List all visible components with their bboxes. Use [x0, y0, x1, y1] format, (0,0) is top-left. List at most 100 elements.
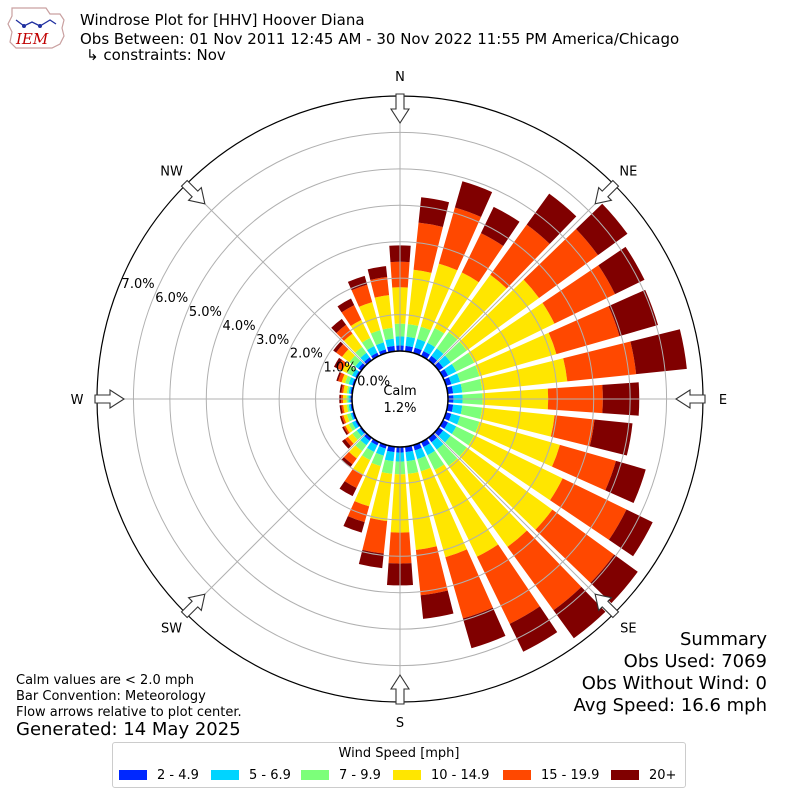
bar-340deg-bin5 — [351, 284, 373, 307]
bar-100deg-bin5 — [550, 415, 595, 447]
compass-label-sw: SW — [161, 621, 182, 636]
bar-40deg-bin5 — [490, 224, 550, 289]
bar-30deg-bin3 — [427, 328, 445, 348]
bar-20deg-bin2 — [414, 338, 426, 351]
bar-60deg-bin2 — [444, 364, 457, 376]
bar-230deg-bin5 — [344, 436, 354, 447]
bar-230deg-bin4 — [347, 433, 358, 444]
bar-330deg-bin2 — [367, 346, 378, 357]
bar-350deg-bin6 — [367, 266, 388, 280]
compass-label-w: W — [71, 393, 84, 408]
bar-250deg-bin5 — [341, 415, 347, 424]
bar-190deg-bin4 — [370, 472, 393, 522]
bar-20deg-bin6 — [454, 181, 493, 218]
legend-swatch — [211, 770, 239, 780]
bar-200deg-bin4 — [354, 462, 381, 507]
bar-70deg-bin3 — [457, 365, 480, 382]
radial-tick-label: 5.0% — [189, 305, 222, 320]
bar-250deg-bin6 — [339, 415, 345, 425]
legend-label: 15 - 19.9 — [541, 768, 600, 783]
chart-constraints: ↳ constraints: Nov — [86, 46, 226, 64]
compass-label-e: E — [719, 393, 727, 408]
bar-260deg-bin6 — [339, 405, 343, 414]
summary-obs-without-wind: Obs Without Wind: 0 — [581, 673, 767, 694]
bar-80deg-bin5 — [563, 341, 637, 382]
calm-value: 1.2% — [383, 401, 416, 416]
bar-210deg-bin2 — [367, 441, 378, 452]
compass-label-nw: NW — [160, 165, 183, 180]
bar-110deg-bin6 — [605, 460, 646, 503]
bar-260deg-bin4 — [343, 404, 349, 413]
bar-250deg-bin3 — [346, 413, 353, 422]
bar-320deg-bin2 — [360, 352, 370, 362]
compass-labels: N NE E SE S SW W NW — [71, 70, 728, 731]
bar-220deg-bin1 — [364, 433, 372, 441]
bar-40deg-bin3 — [436, 332, 458, 354]
legend-item: 15 - 19.9 — [503, 768, 599, 783]
bar-70deg-bin5 — [548, 306, 620, 355]
bar-200deg-bin6 — [343, 516, 365, 533]
bar-70deg-bin4 — [475, 332, 557, 377]
bar-160deg-bin2 — [414, 447, 426, 460]
bar-280deg-bin4 — [343, 385, 349, 394]
radial-tick-labels: 0.0%1.0%2.0%3.0%4.0%5.0%6.0%7.0% — [122, 277, 391, 390]
radial-tick-label: 7.0% — [122, 277, 155, 292]
bar-50deg-bin6 — [576, 203, 628, 256]
bar-140deg-bin5 — [507, 530, 582, 611]
bar-130deg-bin5 — [535, 509, 615, 583]
bar-170deg-bin3 — [406, 459, 419, 474]
flow-arrow-n — [389, 93, 411, 125]
bar-300deg-bin5 — [337, 359, 347, 371]
bar-340deg-bin1 — [378, 349, 387, 356]
bar-260deg-bin2 — [348, 404, 352, 412]
bar-50deg-bin5 — [523, 229, 598, 298]
flow-arrow-ne — [594, 179, 620, 205]
summary-obs-used: Obs Used: 7069 — [623, 651, 767, 672]
bar-340deg-bin4 — [358, 302, 381, 334]
calm-ring — [351, 350, 449, 448]
summary-avg-speed: Avg Speed: 16.6 mph — [573, 695, 767, 716]
bar-310deg-bin5 — [336, 344, 349, 357]
bar-110deg-bin4 — [475, 421, 560, 467]
legend-title: Wind Speed [mph] — [338, 746, 460, 761]
bar-100deg-bin6 — [589, 419, 633, 456]
bar-240deg-bin6 — [342, 426, 349, 436]
bar-140deg-bin1 — [428, 433, 438, 443]
bar-230deg-bin3 — [352, 430, 362, 440]
bar-20deg-bin3 — [417, 326, 431, 342]
bar-220deg-bin6 — [341, 457, 353, 468]
radial-tick-label: 6.0% — [155, 291, 188, 306]
bar-100deg-bin4 — [480, 407, 555, 437]
note-calm: Calm values are < 2.0 mph — [16, 673, 195, 688]
bar-350deg-bin4 — [374, 295, 393, 330]
bar-50deg-bin4 — [459, 279, 540, 351]
bar-110deg-bin2 — [448, 413, 461, 425]
legend-label: 5 - 6.9 — [249, 768, 291, 783]
bar-50deg-bin3 — [445, 341, 467, 363]
legend-swatch — [503, 770, 531, 780]
windrose-bars — [331, 181, 687, 652]
radial-tick-label: 4.0% — [223, 319, 256, 334]
bar-10deg-bin2 — [405, 336, 416, 348]
bar-120deg-bin2 — [444, 422, 457, 434]
bar-170deg-bin2 — [405, 450, 416, 462]
legend-item: 7 - 9.9 — [301, 768, 381, 783]
bar-330deg-bin6 — [337, 298, 355, 313]
bar-240deg-bin5 — [343, 425, 350, 434]
bar-210deg-bin4 — [352, 455, 371, 475]
legend-item: 20+ — [611, 768, 676, 783]
bar-10deg-bin5 — [413, 222, 443, 273]
bar-50deg-bin1 — [434, 361, 444, 371]
bar-30deg-bin6 — [480, 206, 520, 246]
bar-290deg-bin3 — [345, 375, 352, 385]
bar-200deg-bin2 — [376, 446, 386, 456]
bar-130deg-bin4 — [459, 447, 553, 530]
grid-spoke — [433, 184, 615, 366]
bar-30deg-bin2 — [423, 342, 435, 355]
bar-30deg-bin1 — [421, 350, 430, 360]
note-arrows: Flow arrows relative to plot center. — [16, 705, 242, 720]
bar-140deg-bin3 — [436, 444, 458, 466]
compass-label-se: SE — [620, 621, 636, 636]
bar-120deg-bin4 — [468, 435, 563, 501]
bar-190deg-bin2 — [384, 450, 395, 462]
